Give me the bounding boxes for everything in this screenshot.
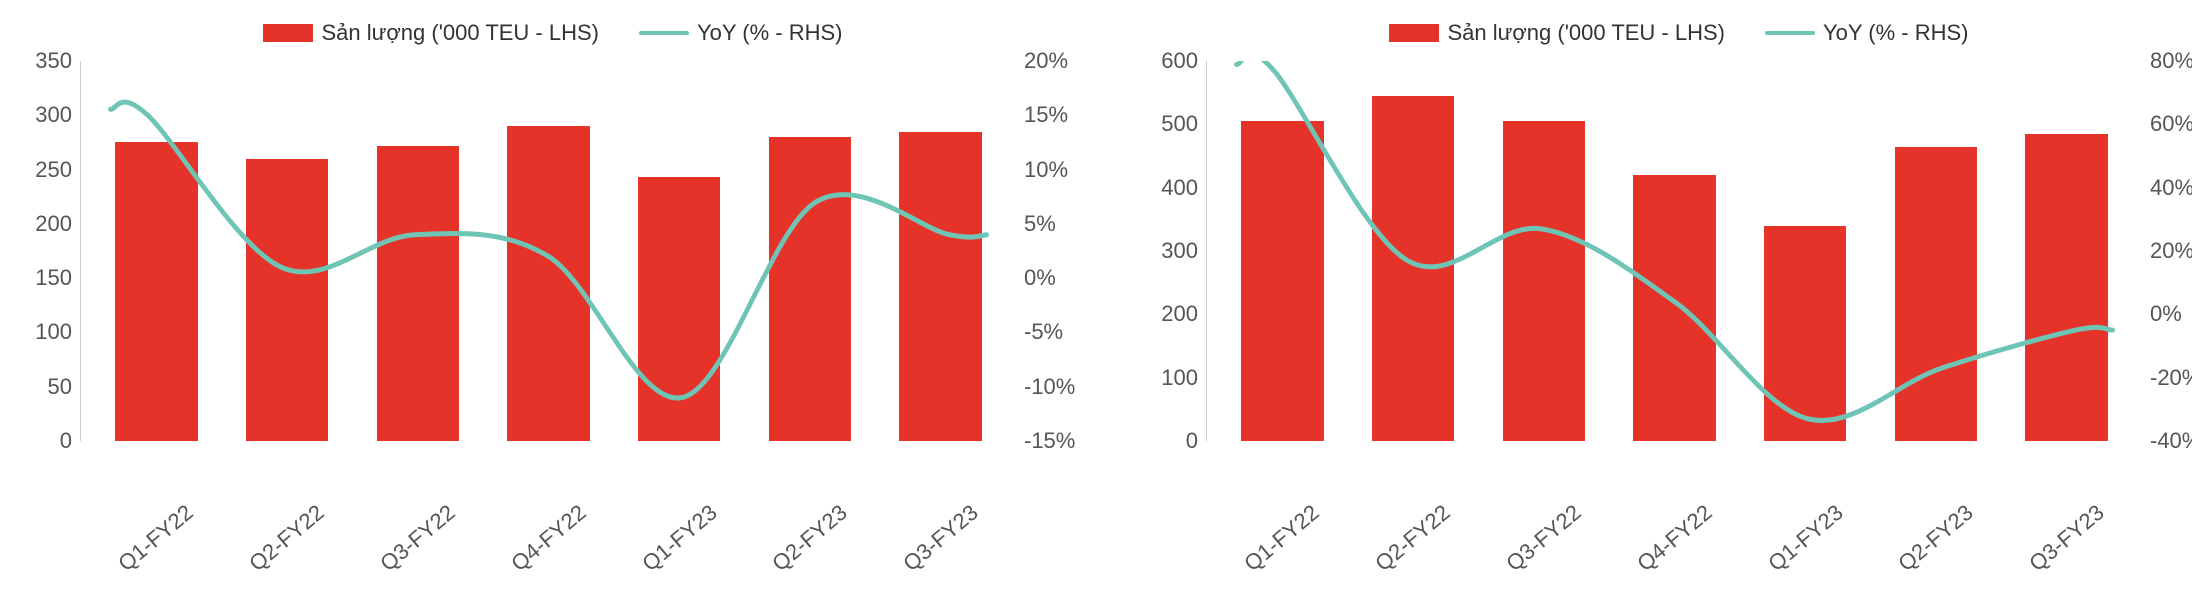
x-label: Q3-FY22: [375, 504, 455, 577]
bar: [638, 177, 720, 441]
x-label: Q1-FY23: [637, 504, 717, 577]
y-tick-left: 300: [35, 102, 72, 128]
x-label: Q1-FY23: [1763, 504, 1843, 577]
legend-line-label: YoY (% - RHS): [1823, 20, 1969, 46]
plot-area-right: 0100200300400500600 -40%-20%0%20%40%60%8…: [1146, 61, 2192, 441]
bar: [1503, 121, 1585, 441]
y-tick-right: 15%: [1024, 102, 1068, 128]
x-label: Q3-FY23: [899, 504, 979, 577]
x-label: Q4-FY22: [506, 504, 586, 577]
y-tick-left: 350: [35, 48, 72, 74]
bar: [1241, 121, 1323, 441]
bar: [246, 159, 328, 441]
y-axis-right-primary: 0100200300400500600: [1146, 61, 1206, 441]
x-label: Q2-FY23: [768, 504, 848, 577]
y-tick-right: 20%: [1024, 48, 1068, 74]
charts-container: Sản lượng ('000 TEU - LHS) YoY (% - RHS)…: [20, 20, 2192, 485]
y-tick-right: 5%: [1024, 211, 1056, 237]
bar: [507, 126, 589, 441]
y-tick-left: 50: [48, 374, 72, 400]
bar: [1633, 175, 1715, 441]
legend-left: Sản lượng ('000 TEU - LHS) YoY (% - RHS): [20, 20, 1086, 46]
y-axis-right-secondary: -40%-20%0%20%40%60%80%: [2142, 61, 2192, 441]
legend-item-line: YoY (% - RHS): [1765, 20, 1969, 46]
y-tick-left: 600: [1161, 48, 1198, 74]
y-tick-right: -40%: [2150, 428, 2192, 454]
bar: [2025, 134, 2107, 441]
plot-right: [1206, 61, 2142, 441]
y-tick-left: 500: [1161, 111, 1198, 137]
bar: [769, 137, 851, 441]
y-tick-right: 60%: [2150, 111, 2192, 137]
y-tick-right: 0%: [1024, 265, 1056, 291]
legend-line-label: YoY (% - RHS): [697, 20, 843, 46]
bar: [115, 142, 197, 441]
y-tick-left: 100: [1161, 365, 1198, 391]
bar-swatch-icon: [1389, 24, 1439, 42]
x-label: Q1-FY22: [1239, 504, 1319, 577]
y-tick-left: 400: [1161, 175, 1198, 201]
y-tick-right: -15%: [1024, 428, 1075, 454]
legend-item-bar: Sản lượng ('000 TEU - LHS): [263, 20, 599, 46]
x-label: Q2-FY22: [1370, 504, 1450, 577]
y-tick-left: 100: [35, 319, 72, 345]
line-swatch-icon: [1765, 31, 1815, 35]
legend-bar-label: Sản lượng ('000 TEU - LHS): [1447, 20, 1725, 46]
chart-left: Sản lượng ('000 TEU - LHS) YoY (% - RHS)…: [20, 20, 1086, 485]
y-tick-right: 0%: [2150, 301, 2182, 327]
y-tick-left: 150: [35, 265, 72, 291]
y-tick-left: 0: [1186, 428, 1198, 454]
y-tick-left: 200: [1161, 301, 1198, 327]
legend-right: Sản lượng ('000 TEU - LHS) YoY (% - RHS): [1146, 20, 2192, 46]
y-tick-left: 0: [60, 428, 72, 454]
y-tick-left: 200: [35, 211, 72, 237]
legend-item-bar: Sản lượng ('000 TEU - LHS): [1389, 20, 1725, 46]
x-label: Q2-FY22: [244, 504, 324, 577]
y-axis-left-secondary: -15%-10%-5%0%5%10%15%20%: [1016, 61, 1086, 441]
line-swatch-icon: [639, 31, 689, 35]
x-label: Q2-FY23: [1894, 504, 1974, 577]
y-tick-left: 250: [35, 157, 72, 183]
legend-bar-label: Sản lượng ('000 TEU - LHS): [321, 20, 599, 46]
y-tick-right: -20%: [2150, 365, 2192, 391]
y-tick-right: 40%: [2150, 175, 2192, 201]
bar: [377, 146, 459, 441]
legend-item-line: YoY (% - RHS): [639, 20, 843, 46]
x-label: Q1-FY22: [113, 504, 193, 577]
y-tick-right: 20%: [2150, 238, 2192, 264]
plot-left: [80, 61, 1016, 441]
bars-right: [1207, 61, 2142, 441]
plot-area-left: 050100150200250300350 -15%-10%-5%0%5%10%…: [20, 61, 1086, 441]
x-axis-left: Q1-FY22Q2-FY22Q3-FY22Q4-FY22Q1-FY23Q2-FY…: [80, 459, 1016, 485]
bar: [1764, 226, 1846, 441]
bar: [1372, 96, 1454, 441]
bar-swatch-icon: [263, 24, 313, 42]
y-tick-left: 300: [1161, 238, 1198, 264]
x-label: Q3-FY23: [2025, 504, 2105, 577]
y-axis-left-primary: 050100150200250300350: [20, 61, 80, 441]
x-axis-right: Q1-FY22Q2-FY22Q3-FY22Q4-FY22Q1-FY23Q2-FY…: [1206, 459, 2142, 485]
y-tick-right: -5%: [1024, 319, 1063, 345]
bar: [899, 132, 981, 441]
y-tick-right: 80%: [2150, 48, 2192, 74]
x-label: Q4-FY22: [1632, 504, 1712, 577]
bar: [1895, 147, 1977, 442]
chart-right: Sản lượng ('000 TEU - LHS) YoY (% - RHS)…: [1146, 20, 2192, 485]
x-label: Q3-FY22: [1501, 504, 1581, 577]
y-tick-right: 10%: [1024, 157, 1068, 183]
y-tick-right: -10%: [1024, 374, 1075, 400]
bars-left: [81, 61, 1016, 441]
